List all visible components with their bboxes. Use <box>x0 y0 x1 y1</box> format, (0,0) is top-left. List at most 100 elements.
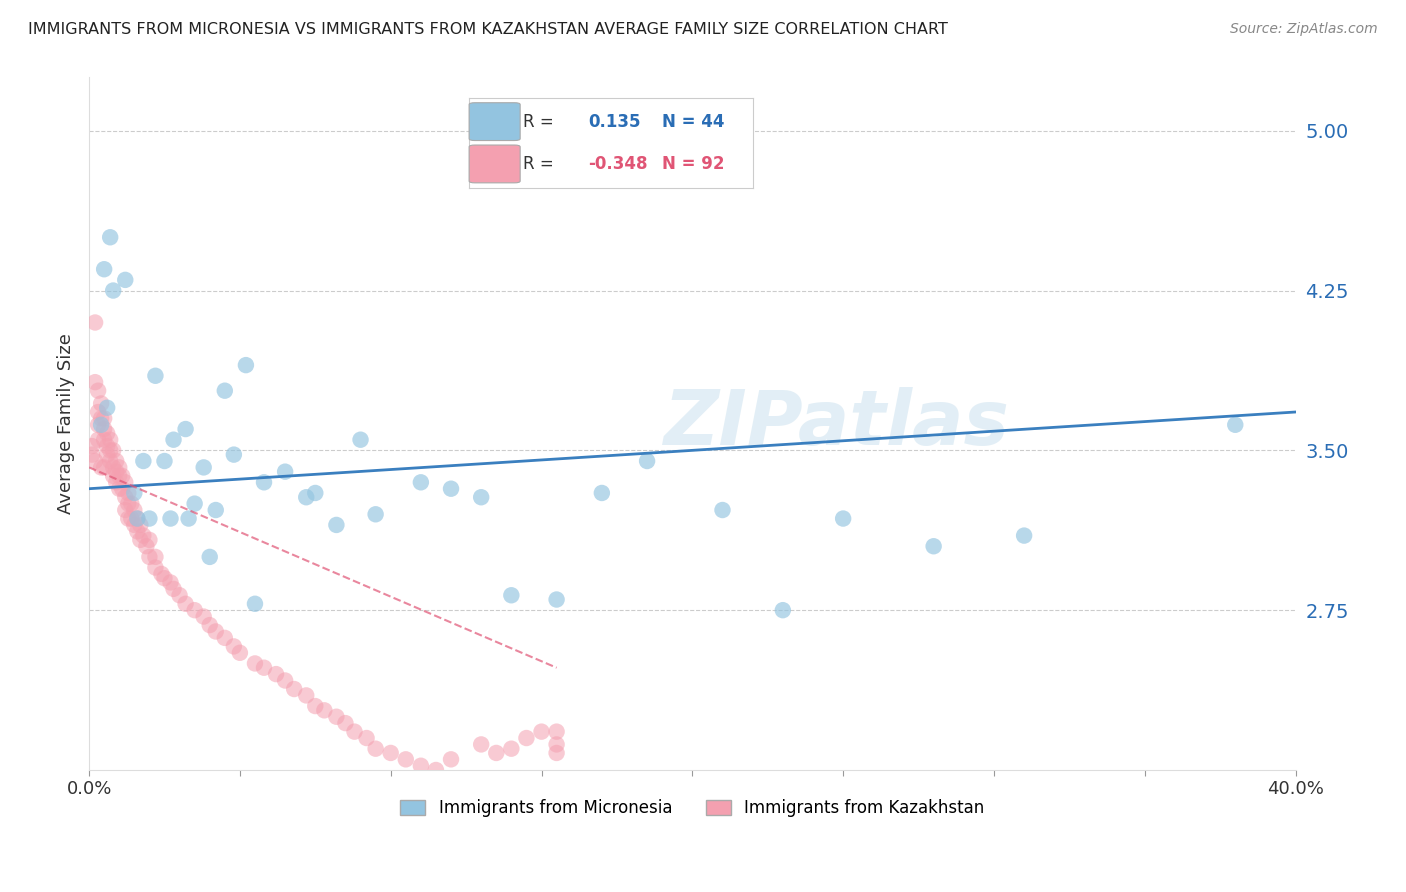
Point <box>304 486 326 500</box>
Point <box>222 448 245 462</box>
Point <box>87 417 110 432</box>
Point <box>832 511 855 525</box>
Point <box>145 549 167 564</box>
Point <box>1225 417 1247 432</box>
Point <box>349 433 371 447</box>
Point <box>183 603 205 617</box>
Point <box>132 528 155 542</box>
Point <box>636 454 658 468</box>
Point <box>90 396 112 410</box>
Point <box>90 417 112 432</box>
Point <box>98 443 121 458</box>
Point <box>470 738 492 752</box>
Point <box>105 465 128 479</box>
Point <box>395 752 418 766</box>
Point <box>96 401 118 415</box>
Point <box>409 475 432 490</box>
Point <box>124 517 146 532</box>
Point <box>90 411 112 425</box>
Point <box>129 533 152 547</box>
Point <box>98 454 121 468</box>
Point <box>356 731 378 745</box>
Point <box>127 524 149 539</box>
Point <box>138 549 160 564</box>
Point <box>103 469 125 483</box>
Point <box>253 661 276 675</box>
Point <box>117 511 139 525</box>
Point <box>515 731 537 745</box>
Point <box>485 746 508 760</box>
Point <box>409 758 432 772</box>
Point <box>772 603 794 617</box>
Point <box>380 746 402 760</box>
Point <box>264 667 287 681</box>
Point <box>314 703 336 717</box>
Point <box>145 560 167 574</box>
Point <box>295 689 318 703</box>
Point <box>153 454 176 468</box>
Point <box>304 699 326 714</box>
Point <box>440 482 463 496</box>
Point <box>295 490 318 504</box>
Point <box>114 490 136 504</box>
Point <box>96 439 118 453</box>
Point <box>108 460 131 475</box>
Point <box>174 597 197 611</box>
Point <box>229 646 252 660</box>
Point <box>546 592 568 607</box>
Legend: Immigrants from Micronesia, Immigrants from Kazakhstan: Immigrants from Micronesia, Immigrants f… <box>394 793 991 824</box>
Point <box>530 724 553 739</box>
Point <box>325 710 347 724</box>
Point <box>235 358 257 372</box>
Point <box>87 384 110 398</box>
Point <box>138 511 160 525</box>
Point <box>87 433 110 447</box>
Point <box>129 517 152 532</box>
Point <box>108 469 131 483</box>
Point <box>124 503 146 517</box>
Point <box>120 497 142 511</box>
Point <box>90 460 112 475</box>
Point <box>193 460 215 475</box>
Point <box>98 230 121 244</box>
Point <box>283 681 305 696</box>
Point <box>124 486 146 500</box>
Point <box>150 566 173 581</box>
Point <box>138 533 160 547</box>
Point <box>425 763 447 777</box>
Point <box>127 511 149 525</box>
Y-axis label: Average Family Size: Average Family Size <box>58 334 75 514</box>
Point <box>159 575 181 590</box>
Point <box>711 503 734 517</box>
Point <box>103 284 125 298</box>
Point <box>591 486 613 500</box>
Point <box>93 411 115 425</box>
Point <box>120 511 142 525</box>
Point <box>335 716 357 731</box>
Point <box>114 273 136 287</box>
Point <box>84 454 107 468</box>
Point <box>364 741 387 756</box>
Point <box>93 460 115 475</box>
Point <box>114 475 136 490</box>
Point <box>174 422 197 436</box>
Point <box>343 724 366 739</box>
Point <box>135 539 157 553</box>
Text: IMMIGRANTS FROM MICRONESIA VS IMMIGRANTS FROM KAZAKHSTAN AVERAGE FAMILY SIZE COR: IMMIGRANTS FROM MICRONESIA VS IMMIGRANTS… <box>28 22 948 37</box>
Point <box>243 597 266 611</box>
Point <box>440 752 463 766</box>
Point <box>98 433 121 447</box>
Point <box>177 511 200 525</box>
Point <box>214 384 236 398</box>
Point <box>84 316 107 330</box>
Point <box>111 482 134 496</box>
Point <box>93 262 115 277</box>
Point <box>222 640 245 654</box>
Point <box>103 460 125 475</box>
Point <box>127 511 149 525</box>
Point <box>103 443 125 458</box>
Point <box>96 448 118 462</box>
Point <box>204 624 226 639</box>
Point <box>80 439 103 453</box>
Point <box>274 465 297 479</box>
